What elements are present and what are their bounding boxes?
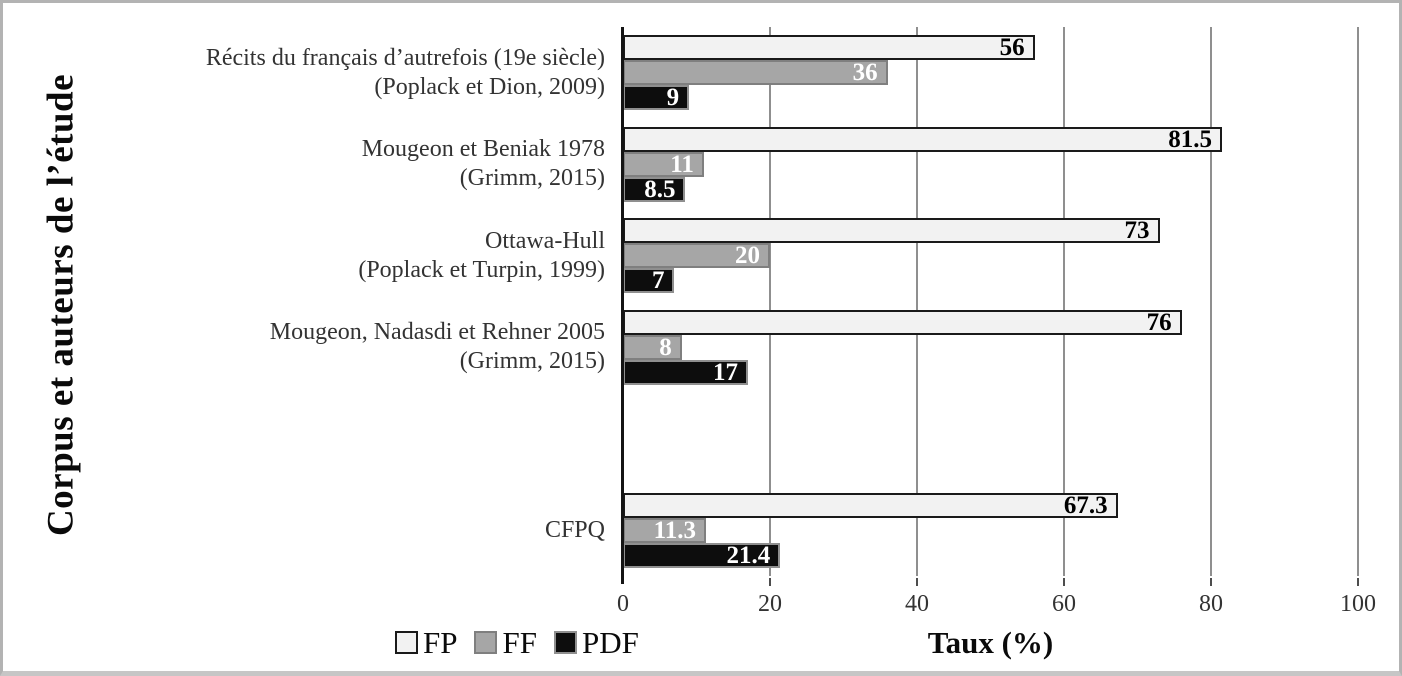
bar-value-label: 17	[712, 358, 738, 386]
x-axis-tick-labels: 0 20 40 60 80 100	[617, 591, 1376, 621]
bar-pdf: 7	[623, 267, 675, 295]
category-label-line: (Poplack et Turpin, 1999)	[358, 256, 605, 283]
plot-area: 56 36 9 81.5 11 8.5 73 20 7 76 8 17 67.3 11.3 21.4	[621, 27, 1359, 586]
axis-tick	[1357, 578, 1359, 586]
bar-fp: 56	[623, 34, 1035, 62]
x-tick-label: 60	[1052, 591, 1076, 617]
bar-value-label: 76	[1146, 308, 1172, 336]
category-label-line: CFPQ	[544, 516, 605, 543]
gridline	[769, 27, 771, 576]
bar-fp: 73	[623, 217, 1160, 245]
gridline	[1210, 27, 1212, 576]
bar-value-label: 8	[659, 333, 672, 361]
bar-fp: 67.3	[623, 491, 1118, 519]
legend-label: FF	[502, 625, 537, 660]
bar-fp: 76	[623, 308, 1182, 336]
x-tick-label: 40	[905, 591, 929, 617]
bar-group: 67.3 11.3 21.4	[623, 491, 1358, 569]
legend-item-fp: FP	[395, 627, 457, 658]
category-label-line: (Grimm, 2015)	[459, 165, 605, 192]
legend-swatch-fp	[395, 631, 418, 654]
bar-chart-figure: Corpus et auteurs de l’étude 56 36 9 81.5 11…	[3, 3, 1399, 671]
axis-tick	[1210, 578, 1212, 586]
legend-item-ff: FF	[474, 625, 537, 660]
bar-value-label: 11.3	[653, 516, 697, 544]
legend-swatch-pdf	[553, 631, 577, 654]
bar-value-label: 81.5	[1168, 125, 1213, 153]
bar-pdf: 8.5	[623, 175, 686, 203]
bar-group: 76 8 17	[623, 308, 1358, 386]
bar-value-label: 21.4	[726, 541, 771, 569]
bar-pdf: 21.4	[623, 541, 781, 569]
axis-tick	[769, 578, 771, 586]
bar-value-label: 56	[999, 34, 1025, 62]
y-axis-line	[621, 27, 624, 584]
legend: FP FF PDF	[395, 627, 639, 658]
category-label: Ottawa-Hull (Poplack et Turpin, 1999)	[111, 210, 605, 302]
x-tick-label: 100	[1340, 591, 1376, 617]
x-axis-title: Taux (%)	[927, 625, 1054, 660]
category-label-line: Mougeon et Beniak 1978	[361, 136, 605, 163]
category-label-line: (Grimm, 2015)	[459, 348, 605, 375]
category-label-line: Récits du français d’autrefois (19e sièc…	[205, 44, 605, 71]
bar-value-label: 67.3	[1063, 491, 1108, 519]
bar-value-label: 9	[666, 84, 680, 112]
x-tick-label: 0	[617, 591, 629, 617]
bar-ff: 20	[623, 242, 770, 270]
x-tick-label: 20	[758, 591, 782, 617]
bar-value-label: 8.5	[644, 175, 676, 203]
bar-ff: 36	[623, 59, 888, 87]
x-tick-label: 80	[1199, 591, 1223, 617]
bar-ff: 11.3	[623, 516, 707, 544]
bar-pdf: 9	[623, 84, 690, 112]
legend-swatch-ff	[474, 631, 498, 654]
legend-label: PDF	[581, 625, 639, 660]
category-label: CFPQ	[111, 485, 605, 577]
bar-value-label: 7	[651, 267, 665, 295]
bar-value-label: 11	[670, 150, 694, 178]
bar-value-label: 36	[852, 59, 878, 87]
bar-value-label: 73	[1124, 217, 1150, 245]
legend-label: FP	[423, 625, 458, 660]
gridline	[916, 27, 918, 576]
category-label-line: (Poplack et Dion, 2009)	[374, 73, 605, 100]
y-axis-title: Corpus et auteurs de l’étude	[40, 73, 82, 537]
category-label: Mougeon et Beniak 1978 (Grimm, 2015)	[111, 119, 605, 211]
category-label-line: Ottawa-Hull	[485, 227, 605, 254]
bar-ff: 8	[623, 333, 682, 361]
category-label: Récits du français d’autrefois (19e sièc…	[111, 27, 605, 119]
category-label-line: Mougeon, Nadasdi et Rehner 2005	[269, 319, 605, 346]
gridline	[1063, 27, 1065, 576]
bar-ff: 11	[623, 150, 704, 178]
category-label: Mougeon, Nadasdi et Rehner 2005 (Grimm, 2…	[111, 302, 605, 394]
legend-item-pdf: PDF	[553, 625, 639, 660]
bar-value-label: 20	[735, 242, 760, 270]
bar-group: 56 36 9	[623, 34, 1358, 112]
bar-fp: 81.5	[623, 125, 1223, 153]
bar-group: 73 20 7	[623, 217, 1358, 295]
gridline	[1357, 27, 1359, 576]
axis-tick	[1063, 578, 1065, 586]
bar-pdf: 17	[623, 358, 748, 386]
axis-tick	[916, 578, 918, 586]
bar-group: 81.5 11 8.5	[623, 125, 1358, 203]
